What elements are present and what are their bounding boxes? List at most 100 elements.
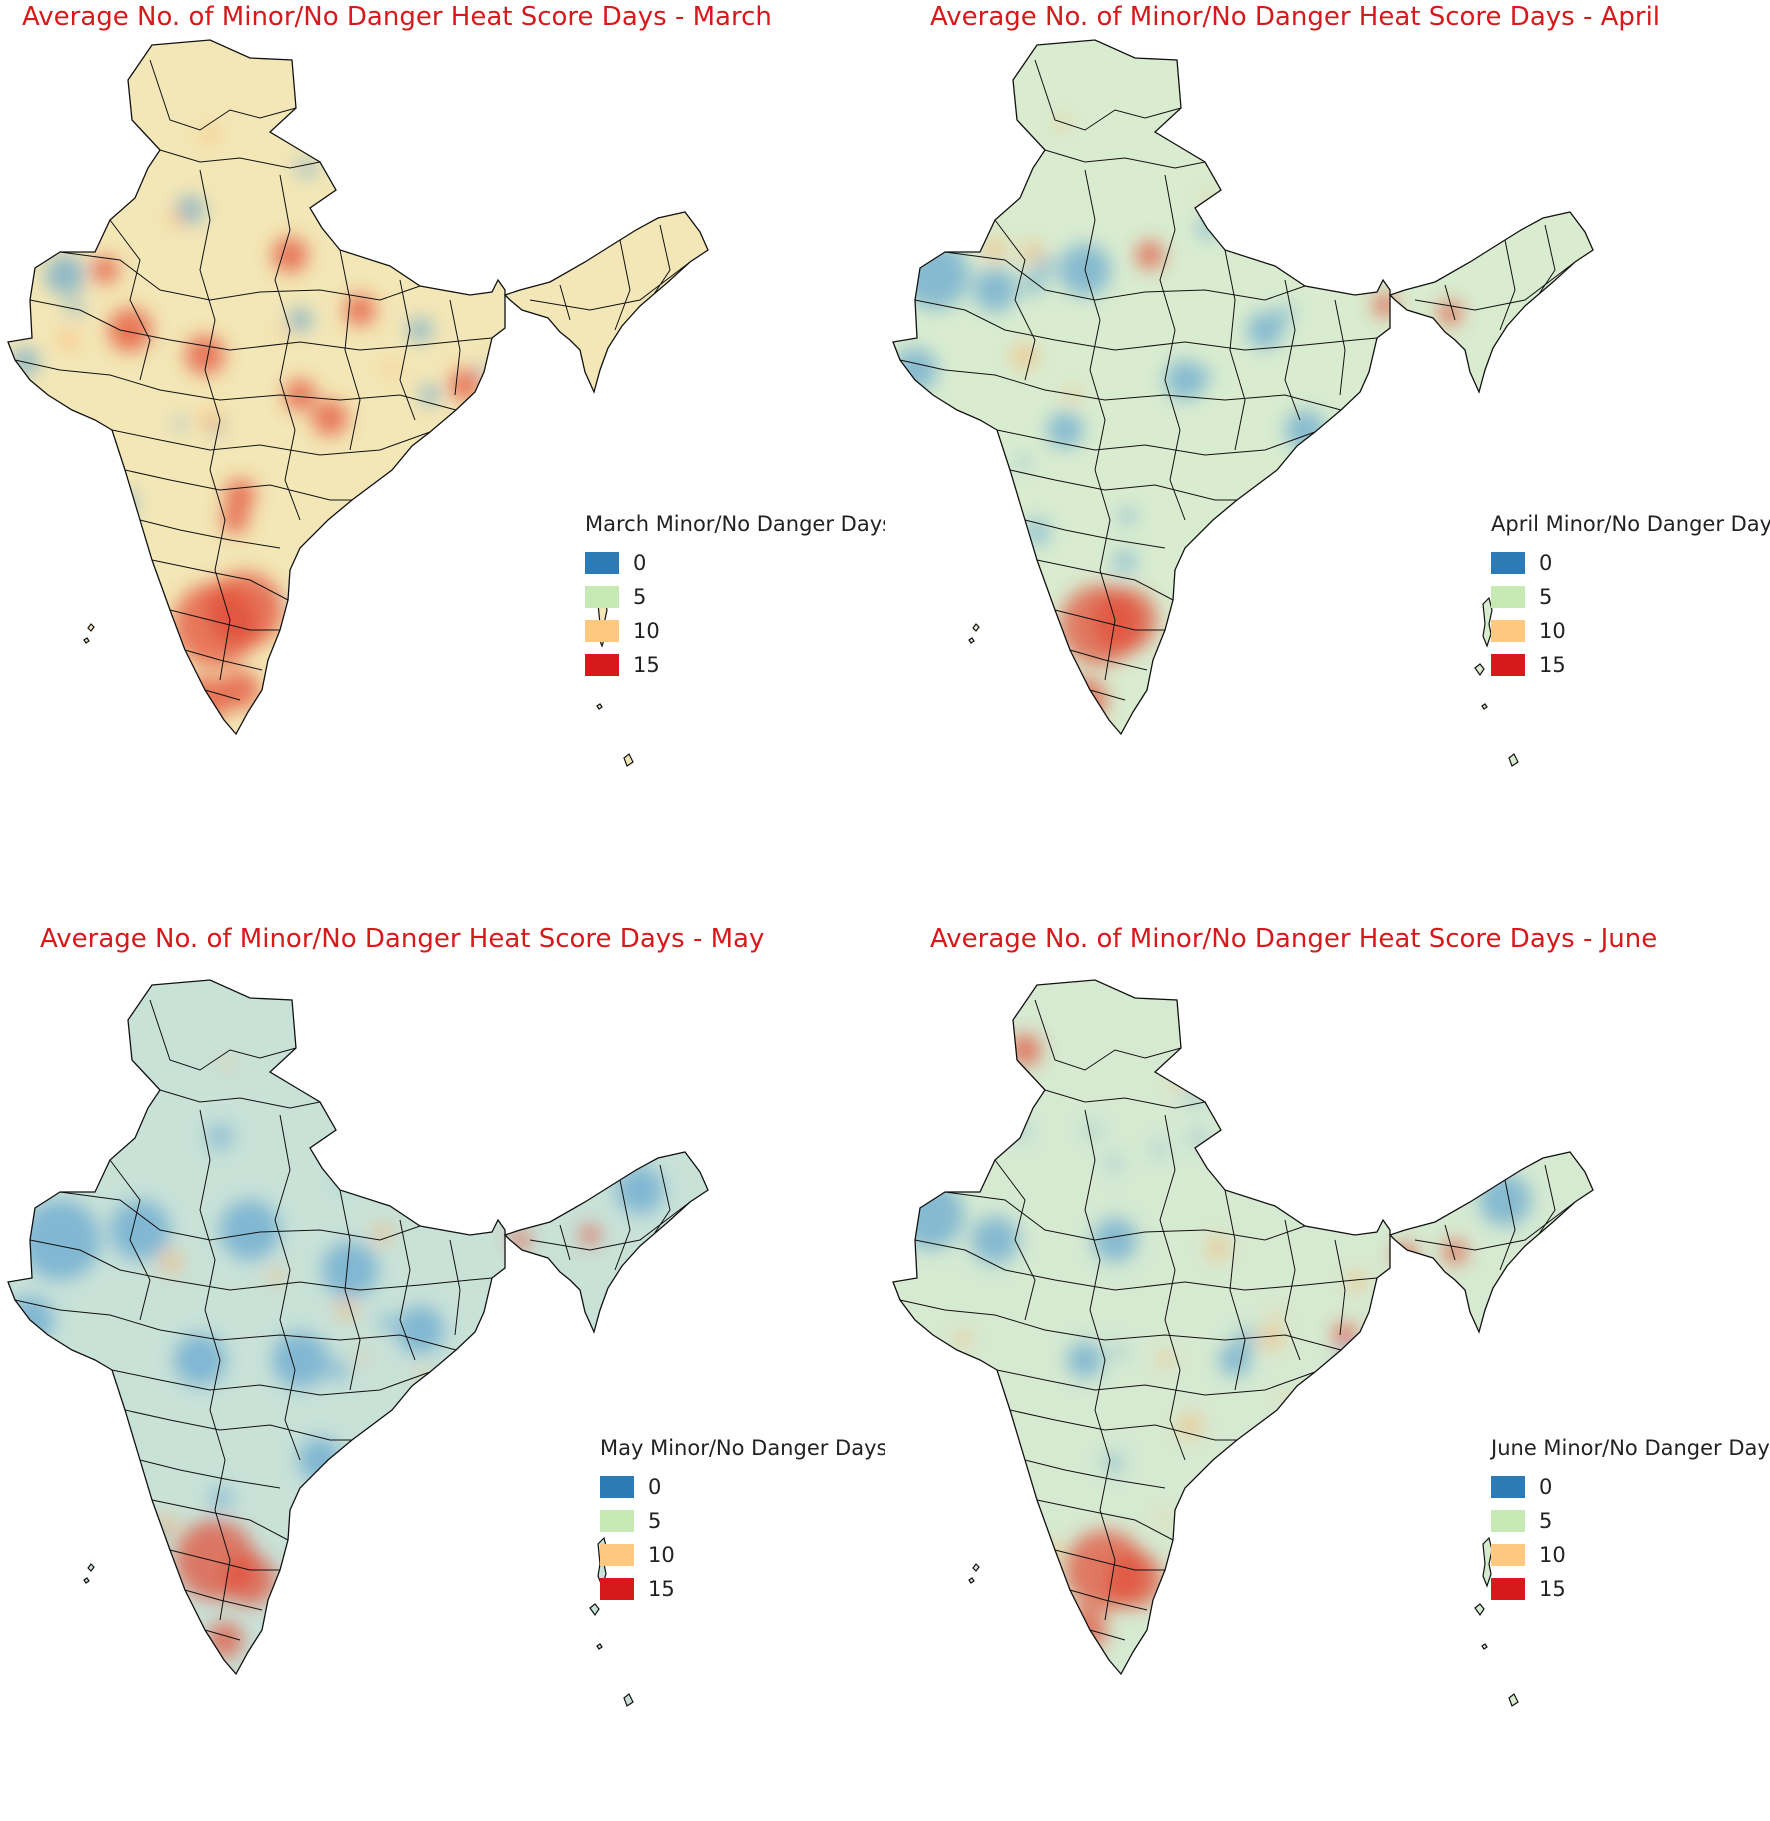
district-boundary (1284, 1219, 1301, 1361)
district-boundary (1334, 1239, 1346, 1336)
high-value-zone (284, 379, 316, 411)
high-value-zone (91, 256, 119, 284)
district-boundary (111, 1369, 431, 1396)
low-value-zone (420, 385, 440, 405)
country-outline (503, 1151, 709, 1334)
value-speckle (355, 1566, 378, 1588)
value-speckle (221, 1057, 234, 1071)
value-speckle (50, 1421, 64, 1435)
northeast-region (505, 1152, 708, 1332)
value-speckle (365, 1551, 392, 1578)
high-value-zone (207, 572, 283, 648)
india-map (7, 39, 709, 767)
district-boundary (29, 1239, 493, 1291)
country-outline (1388, 1151, 1594, 1334)
country-outline (503, 211, 709, 394)
value-speckle (1016, 455, 1030, 470)
district-boundary (1534, 1164, 1556, 1241)
value-speckle (1176, 1412, 1203, 1439)
district-boundary (1499, 1179, 1516, 1271)
value-speckle (1289, 1079, 1311, 1101)
high-value-zone (1393, 1243, 1417, 1267)
value-speckle (1358, 561, 1384, 586)
value-speckle (428, 1596, 452, 1619)
district-boundary (1224, 1189, 1246, 1391)
value-speckle (1346, 1270, 1367, 1292)
district-boundary (1009, 1409, 1237, 1441)
district-boundary (1069, 649, 1148, 671)
island (1474, 663, 1485, 677)
low-value-zone (288, 308, 312, 332)
low-value-zone (220, 1200, 280, 1260)
value-speckle (71, 181, 96, 206)
low-value-zone (416, 496, 444, 524)
value-speckle (1156, 1350, 1174, 1368)
low-value-zone (893, 348, 937, 392)
district-boundary (1444, 1224, 1456, 1261)
legend-label: 15 (1539, 653, 1566, 677)
low-value-zone (901, 241, 969, 309)
value-speckle (199, 126, 219, 145)
district-boundary (1089, 1629, 1126, 1641)
india-map (892, 979, 1594, 1707)
district-boundary (111, 429, 431, 456)
value-speckle (1281, 1393, 1294, 1406)
district-boundary (124, 469, 352, 501)
value-speckle (467, 252, 485, 271)
value-speckle (290, 596, 308, 613)
value-speckle (167, 210, 185, 228)
district-boundary (1044, 1089, 1206, 1109)
district-boundary (649, 224, 671, 301)
district-boundary (1414, 1201, 1576, 1251)
island (1508, 1693, 1519, 1707)
legend-title: May Minor/No Danger Days (600, 1436, 885, 1460)
high-value-zone (1333, 1323, 1357, 1347)
value-speckle (921, 1388, 945, 1412)
low-value-zone (1165, 360, 1205, 400)
island (87, 623, 95, 632)
mainland-region (8, 40, 505, 734)
value-speckle (1112, 1344, 1127, 1359)
legend-swatch (1491, 586, 1525, 608)
high-value-zone (108, 308, 152, 352)
value-speckle (1290, 219, 1315, 244)
value-speckle (1196, 216, 1220, 240)
legend-item-0: 0 (1491, 546, 1770, 580)
district-boundary (914, 1239, 1378, 1291)
value-speckle (277, 326, 290, 339)
value-speckle (83, 180, 109, 206)
low-value-zone (1247, 312, 1283, 348)
district-boundary (1069, 1589, 1148, 1611)
value-speckle (354, 571, 373, 590)
high-value-zone (218, 1678, 242, 1702)
legend-item-5: 5 (600, 1504, 885, 1538)
value-speckle (104, 1604, 129, 1629)
district-boundary (914, 299, 1378, 351)
legend-swatch (1491, 1578, 1525, 1600)
value-speckle (58, 328, 80, 350)
island (968, 1577, 975, 1584)
district-boundary (899, 359, 1342, 411)
district-boundary (29, 299, 493, 351)
district-boundary (1089, 689, 1126, 701)
district-boundary (994, 1159, 1036, 1321)
legend-swatch (1491, 1510, 1525, 1532)
low-value-zone (1067, 1342, 1103, 1378)
value-speckle (66, 664, 82, 680)
legend-title: March Minor/No Danger Days (585, 512, 885, 536)
low-value-zone (1431, 1326, 1459, 1354)
district-boundary (996, 429, 1316, 456)
island (83, 1577, 90, 1584)
district-boundary (159, 149, 321, 169)
value-speckle (335, 1298, 358, 1321)
legend-label: 10 (648, 1543, 675, 1567)
value-speckle (209, 1486, 234, 1511)
value-speckle (267, 1268, 285, 1286)
legend-title: June Minor/No Danger Days (1491, 1436, 1770, 1460)
high-value-zone (224, 479, 256, 511)
legend-item-10: 10 (1491, 614, 1770, 648)
high-value-zone (272, 237, 308, 273)
value-speckle (206, 1122, 234, 1151)
district-boundary (14, 1299, 457, 1351)
legend-item-15: 15 (600, 1572, 885, 1606)
